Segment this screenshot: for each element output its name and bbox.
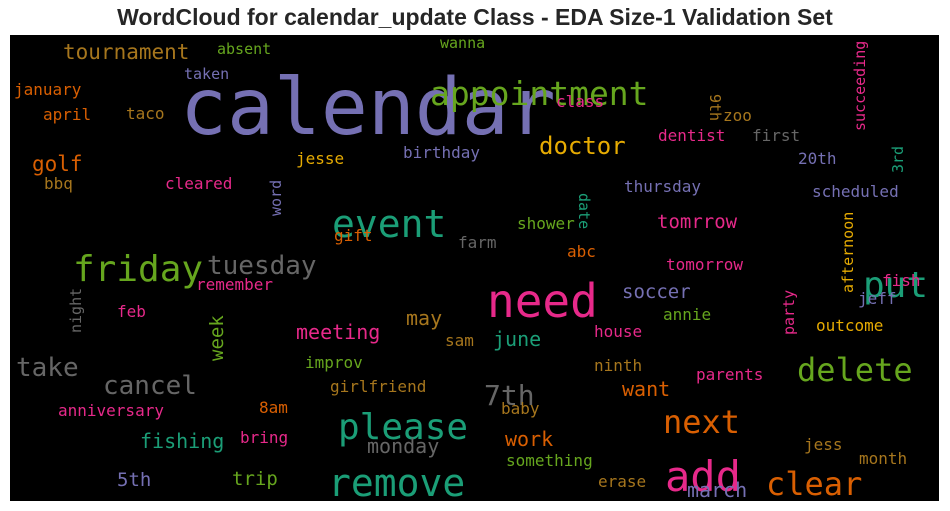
word-doctor: doctor [539,132,626,160]
word-trip: trip [232,468,278,490]
word-thursday: thursday [624,177,701,196]
word-something: something [506,451,593,470]
word-january: january [14,80,82,99]
word-7th: 7th [484,379,535,412]
word-girlfriend: girlfriend [330,377,426,396]
word-wanna: wanna [440,35,485,52]
word-need: need [487,274,598,328]
word-birthday: birthday [403,143,480,162]
word-soccer: soccer [622,281,691,303]
word-month: month [859,449,907,468]
word-zoo: zoo [723,106,752,125]
word-abc: abc [567,242,596,261]
word-monday: monday [367,434,439,458]
word-outcome: outcome [816,316,883,335]
word-bbq: bbq [44,174,73,193]
word-scheduled: scheduled [812,182,899,201]
word-taken: taken [184,65,229,83]
word-first: first [752,126,800,145]
word-baby: baby [501,399,540,418]
word-week: week [206,315,228,361]
word-appointment: appointment [430,74,649,113]
word-remove: remove [328,461,465,501]
word-parents: parents [696,365,763,384]
word-golf: golf [32,152,83,176]
word-tuesday: tuesday [207,251,317,281]
word-fishing: fishing [140,429,224,453]
word-cancel: cancel [103,371,197,401]
word-afternoon: afternoon [839,212,857,293]
word-friday: friday [73,249,203,290]
word-night: night [67,288,85,333]
word-calendar: calendar [180,63,556,153]
word-remember: remember [196,275,273,294]
word-meeting: meeting [296,320,380,344]
word-delete: delete [797,351,913,389]
word-tomorrow: tomorrow [666,255,743,274]
word-jess: jess [804,435,843,454]
word-erase: erase [598,472,646,491]
word-fish: fish [882,271,921,290]
word-may: may [406,306,442,330]
word-farm: farm [458,233,497,252]
word-improv: improv [305,353,363,372]
word-want: want [622,377,670,401]
word-anniversary: anniversary [58,401,164,420]
word-absent: absent [217,40,271,58]
word-jesse: jesse [296,149,344,168]
word-take: take [16,353,79,383]
word-date: date [575,193,593,229]
word-taco: taco [126,104,165,123]
word-3rd: 3rd [889,146,907,173]
wordcloud-svg: calendar need add remove event friday please pu… [14,35,928,501]
word-next: next [663,403,740,441]
word-9th: 9th [706,94,724,121]
word-house: house [594,322,642,341]
word-8am: 8am [259,398,288,417]
word-clear: clear [766,465,862,501]
word-20th: 20th [798,149,837,168]
word-please: please [338,407,468,448]
wordcloud-canvas: calendar need add remove event friday please pu… [10,35,939,501]
word-succeeding: succeeding [851,41,869,131]
word-annie: annie [663,305,711,324]
word-sam: sam [445,331,474,350]
word-april: april [43,105,91,124]
word-add: add [665,452,741,501]
word-put: put [863,265,928,306]
word-party: party [780,290,798,335]
word-cleared: cleared [165,174,232,193]
word-feb: feb [117,302,146,321]
word-ninth: ninth [594,356,642,375]
word-march: march [687,478,747,501]
word-jeff: jeff [858,289,897,308]
word-june: june [493,327,541,351]
word-bring: bring [240,428,288,447]
word-5th: 5th [117,469,151,491]
word-dentist: dentist [658,126,725,145]
word-work: work [505,427,553,451]
word-tomrrow: tomrrow [657,211,738,233]
word-gift: gift [334,226,373,245]
word-tournament: tournament [63,40,189,64]
word-shower: shower [517,214,575,233]
chart-title: WordCloud for calendar_update Class - ED… [117,4,833,30]
word-event: event [332,202,446,246]
word-word: word [267,180,285,216]
word-class: class [556,92,604,111]
